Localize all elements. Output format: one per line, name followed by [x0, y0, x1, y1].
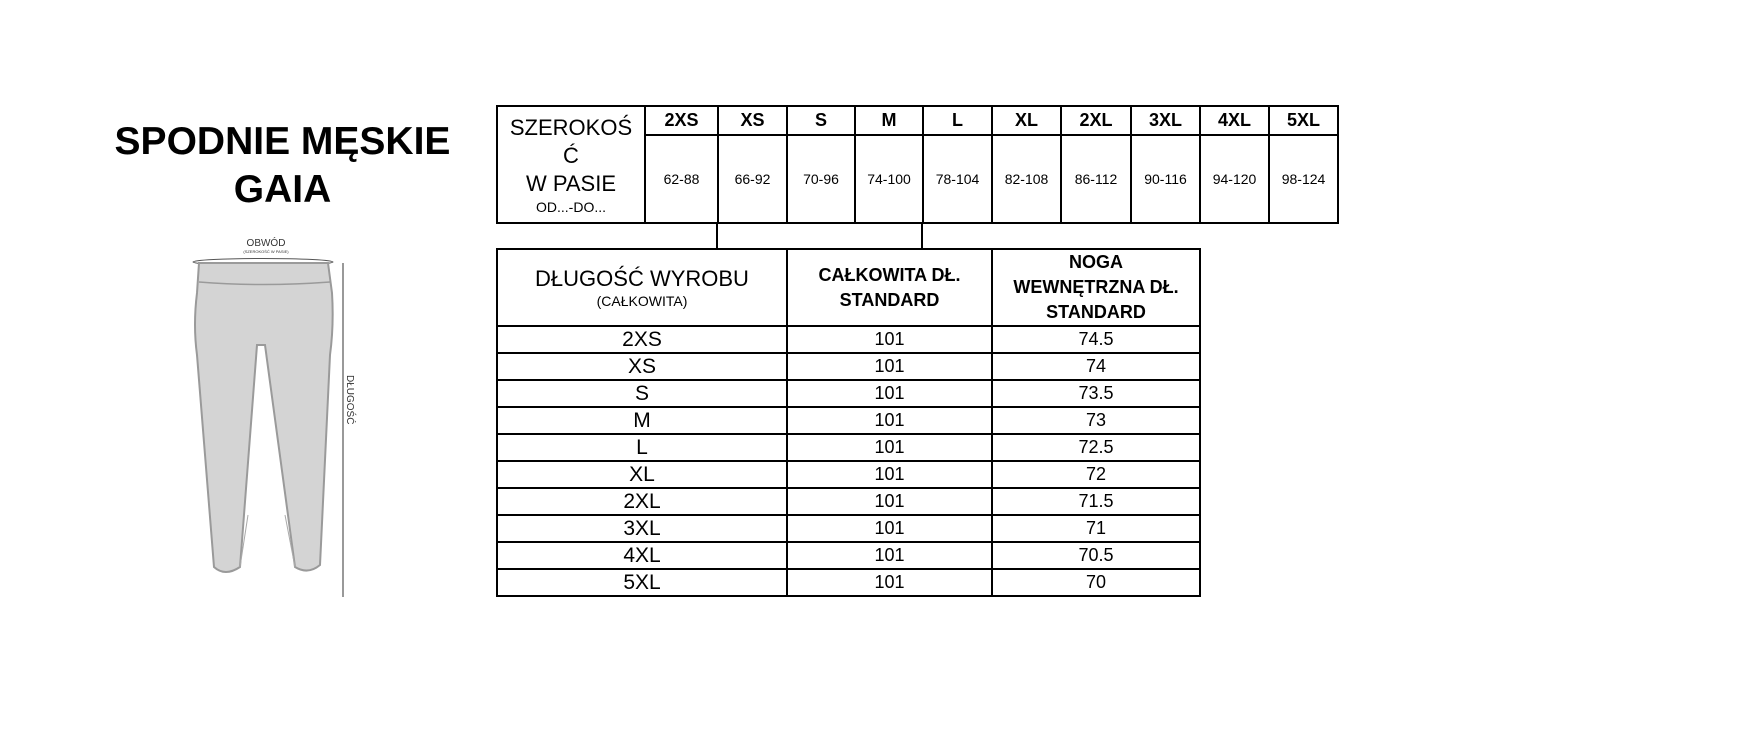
length-table: DŁUGOŚĆ WYROBU (CAŁKOWITA) CAŁKOWITA DŁ.…: [496, 248, 1201, 597]
connector-line: [921, 222, 923, 248]
waist-value: 90-116: [1130, 134, 1201, 224]
pants-diagram: OBWÓD (SZEROKOŚĆ W PASIE) DŁUGOŚĆ: [192, 236, 357, 597]
total-header-line2: STANDARD: [839, 289, 940, 310]
inseam-cell: 73: [991, 406, 1201, 435]
total-length-cell: 101: [786, 514, 993, 543]
size-cell: 2XL: [496, 487, 788, 516]
product-title: SPODNIE MĘSKIE GAIA: [100, 118, 465, 214]
size-cell: S: [496, 379, 788, 408]
size-cell: L: [496, 433, 788, 462]
waist-label-line2: Ć: [563, 142, 579, 168]
pants-shape: [194, 262, 334, 573]
connector-line: [716, 222, 718, 248]
waist-value: 98-124: [1268, 134, 1339, 224]
inseam-cell: 71.5: [991, 487, 1201, 516]
total-length-cell: 101: [786, 325, 993, 354]
waist-value: 62-88: [644, 134, 719, 224]
size-header: S: [786, 105, 856, 136]
total-length-cell: 101: [786, 460, 993, 489]
size-header: 5XL: [1268, 105, 1339, 136]
inseam-cell: 72: [991, 460, 1201, 489]
total-length-cell: 101: [786, 352, 993, 381]
waist-label-cell: SZEROKOŚ Ć W PASIE OD...-DO...: [496, 105, 646, 224]
waist-value: 66-92: [717, 134, 788, 224]
waist-size-table: SZEROKOŚ Ć W PASIE OD...-DO... 2XS XS S …: [496, 105, 1339, 224]
inseam-cell: 74.5: [991, 325, 1201, 354]
size-cell: 3XL: [496, 514, 788, 543]
waist-value: 74-100: [854, 134, 924, 224]
title-line-1: SPODNIE MĘSKIE: [114, 120, 451, 163]
seam-lines: [239, 514, 296, 568]
size-header: 2XS: [644, 105, 719, 136]
size-cell: 5XL: [496, 568, 788, 597]
inseam-header-line1: NOGA: [1069, 252, 1123, 272]
length-header-sub: (CAŁKOWITA): [596, 292, 688, 309]
waist-sublabel: (SZEROKOŚĆ W PASIE): [243, 249, 289, 254]
table-row: L 101 72.5: [496, 433, 1201, 462]
total-length-cell: 101: [786, 379, 993, 408]
total-length-header: CAŁKOWITA DŁ. STANDARD: [786, 248, 993, 327]
inseam-header-line3: STANDARD: [1046, 302, 1146, 322]
table-row: 2XL 101 71.5: [496, 487, 1201, 516]
table-row: 3XL 101 71: [496, 514, 1201, 543]
inseam-cell: 70.5: [991, 541, 1201, 570]
length-header-cell: DŁUGOŚĆ WYROBU (CAŁKOWITA): [496, 248, 788, 327]
total-header-line1: CAŁKOWITA DŁ.: [818, 264, 961, 285]
waist-value: 78-104: [922, 134, 993, 224]
total-length-cell: 101: [786, 406, 993, 435]
table-row: XL 101 72: [496, 460, 1201, 489]
inseam-cell: 74: [991, 352, 1201, 381]
size-header: L: [922, 105, 993, 136]
title-line-2: GAIA: [233, 168, 332, 211]
size-cell: XL: [496, 460, 788, 489]
table-row: 2XS 101 74.5: [496, 325, 1201, 354]
inseam-header: NOGA WEWNĘTRZNA DŁ. STANDARD: [991, 248, 1201, 327]
waist-value: 82-108: [991, 134, 1062, 224]
waist-label-line1: SZEROKOŚ: [509, 114, 633, 140]
table-row: 5XL 101 70: [496, 568, 1201, 597]
waist-label-line3: W PASIE: [525, 170, 617, 196]
waist-value: 86-112: [1060, 134, 1132, 224]
size-header: XL: [991, 105, 1062, 136]
inseam-cell: 73.5: [991, 379, 1201, 408]
total-length-cell: 101: [786, 487, 993, 516]
total-length-cell: 101: [786, 568, 993, 597]
table-row: 4XL 101 70.5: [496, 541, 1201, 570]
inseam-header-line2: WEWNĘTRZNA DŁ.: [1013, 277, 1179, 297]
size-cell: 2XS: [496, 325, 788, 354]
size-cell: 4XL: [496, 541, 788, 570]
waist-value: 70-96: [786, 134, 856, 224]
size-cell: XS: [496, 352, 788, 381]
waist-value: 94-120: [1199, 134, 1270, 224]
inseam-cell: 71: [991, 514, 1201, 543]
waist-label: OBWÓD: [247, 236, 286, 249]
inseam-cell: 72.5: [991, 433, 1201, 462]
table-row: M 101 73: [496, 406, 1201, 435]
length-header-main: DŁUGOŚĆ WYROBU: [535, 265, 749, 291]
total-length-cell: 101: [786, 541, 993, 570]
size-cell: M: [496, 406, 788, 435]
size-header: M: [854, 105, 924, 136]
waist-label-sub: OD...-DO...: [536, 198, 606, 215]
size-header: 4XL: [1199, 105, 1270, 136]
total-length-cell: 101: [786, 433, 993, 462]
size-header: XS: [717, 105, 788, 136]
table-row: XS 101 74: [496, 352, 1201, 381]
size-header: 2XL: [1060, 105, 1132, 136]
waistband-line: [198, 281, 331, 286]
inseam-cell: 70: [991, 568, 1201, 597]
length-label: DŁUGOŚĆ: [344, 375, 357, 424]
table-row: S 101 73.5: [496, 379, 1201, 408]
size-header: 3XL: [1130, 105, 1201, 136]
